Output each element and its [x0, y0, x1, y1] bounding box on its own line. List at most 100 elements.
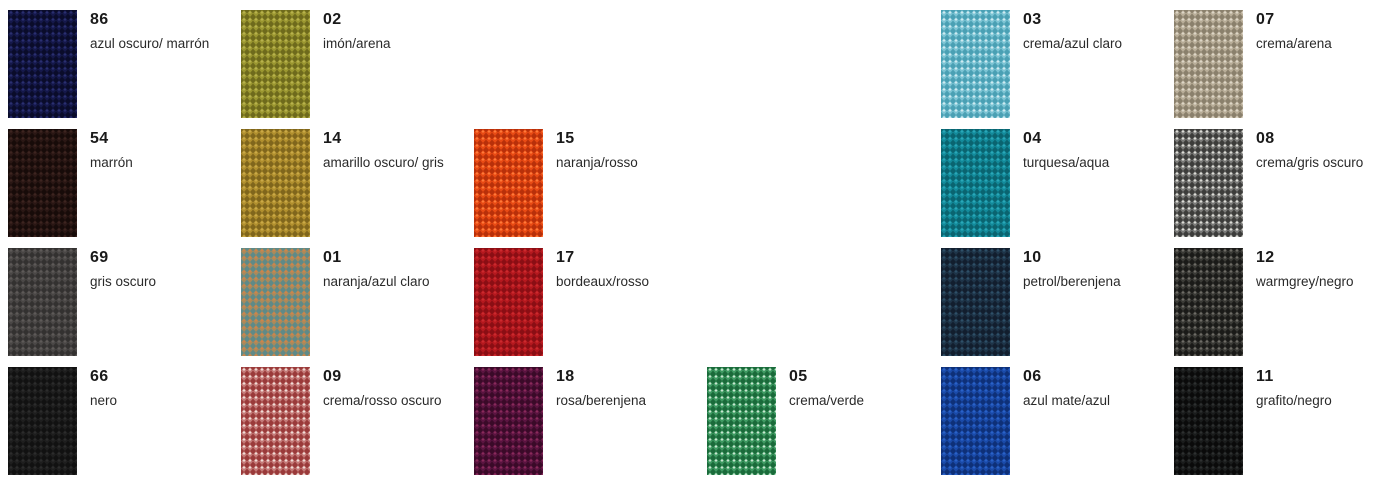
swatch-card-03[interactable]: 03 crema/azul claro: [941, 10, 1161, 120]
fabric-texture: [1174, 248, 1243, 356]
swatch-code: 17: [556, 249, 575, 266]
fabric-swatch-image[interactable]: [241, 10, 310, 118]
fabric-texture: [707, 367, 776, 475]
fabric-texture: [941, 367, 1010, 475]
fabric-texture: [8, 248, 77, 356]
swatch-card-15[interactable]: 15 naranja/rosso: [474, 129, 694, 239]
swatch-card-14[interactable]: 14 amarillo oscuro/ gris: [241, 129, 461, 239]
swatch-card-02[interactable]: 02 imón/arena: [241, 10, 461, 120]
swatch-code: 54: [90, 130, 109, 147]
fabric-texture: [241, 248, 310, 356]
swatch-color-name: gris oscuro: [90, 274, 157, 289]
fabric-texture: [8, 129, 77, 237]
fabric-swatch-image[interactable]: [474, 367, 543, 475]
swatch-color-name: rosa/berenjena: [556, 393, 647, 408]
fabric-swatch-image[interactable]: [8, 129, 77, 237]
swatch-code: 86: [90, 11, 109, 28]
swatch-card-17[interactable]: 17 bordeaux/rosso: [474, 248, 694, 358]
fabric-swatch-image[interactable]: [8, 248, 77, 356]
swatch-code: 11: [1256, 368, 1274, 385]
swatch-color-name: crema/arena: [1256, 36, 1332, 51]
swatch-code: 14: [323, 130, 342, 147]
swatch-code: 15: [556, 130, 575, 147]
swatch-color-name: crema/verde: [789, 393, 865, 408]
swatch-card-86[interactable]: 86 azul oscuro/ marrón: [8, 10, 228, 120]
swatch-card-08[interactable]: 08 crema/gris oscuro: [1174, 129, 1384, 239]
swatch-code: 02: [323, 11, 342, 28]
swatch-color-name: amarillo oscuro/ gris: [323, 155, 444, 170]
fabric-swatch-image[interactable]: [1174, 10, 1243, 118]
fabric-swatch-image[interactable]: [1174, 129, 1243, 237]
fabric-texture: [941, 10, 1010, 118]
fabric-texture: [941, 248, 1010, 356]
swatch-code: 01: [323, 249, 342, 266]
swatch-color-name: crema/gris oscuro: [1256, 155, 1364, 170]
swatch-color-name: warmgrey/negro: [1256, 274, 1354, 289]
swatch-color-name: marrón: [90, 155, 133, 170]
swatch-code: 08: [1256, 130, 1275, 147]
fabric-swatch-image[interactable]: [941, 367, 1010, 475]
swatch-card-54[interactable]: 54 marrón: [8, 129, 228, 239]
swatch-color-name: naranja/azul claro: [323, 274, 430, 289]
fabric-texture: [8, 367, 77, 475]
fabric-swatch-image[interactable]: [1174, 248, 1243, 356]
swatch-color-name: crema/rosso oscuro: [323, 393, 442, 408]
fabric-swatch-image[interactable]: [8, 367, 77, 475]
swatch-code: 09: [323, 368, 342, 385]
fabric-swatch-image[interactable]: [941, 10, 1010, 118]
swatch-code: 18: [556, 368, 575, 385]
swatch-card-01[interactable]: 01 naranja/azul claro: [241, 248, 461, 358]
fabric-texture: [474, 248, 543, 356]
fabric-texture: [241, 367, 310, 475]
fabric-texture: [941, 129, 1010, 237]
swatch-color-name: turquesa/aqua: [1023, 155, 1110, 170]
swatch-card-06[interactable]: 06 azul mate/azul: [941, 367, 1161, 477]
swatch-color-name: azul mate/azul: [1023, 393, 1111, 408]
swatch-card-09[interactable]: 09 crema/rosso oscuro: [241, 367, 461, 477]
swatch-card-04[interactable]: 04 turquesa/aqua: [941, 129, 1161, 239]
fabric-swatch-image[interactable]: [941, 248, 1010, 356]
swatch-card-10[interactable]: 10 petrol/berenjena: [941, 248, 1161, 358]
fabric-swatch-image[interactable]: [474, 129, 543, 237]
swatch-card-05[interactable]: 05 crema/verde: [707, 367, 927, 477]
swatch-code: 69: [90, 249, 109, 266]
fabric-swatch-image[interactable]: [8, 10, 77, 118]
swatch-code: 66: [90, 368, 109, 385]
swatch-card-66[interactable]: 66 nero: [8, 367, 228, 477]
fabric-texture: [1174, 10, 1243, 118]
fabric-texture: [241, 129, 310, 237]
fabric-texture: [241, 10, 310, 118]
swatch-code: 04: [1023, 130, 1042, 147]
swatch-code: 12: [1256, 249, 1275, 266]
fabric-swatch-image[interactable]: [941, 129, 1010, 237]
fabric-texture: [474, 129, 543, 237]
fabric-swatch-image[interactable]: [241, 129, 310, 237]
swatch-code: 10: [1023, 249, 1042, 266]
swatch-card-69[interactable]: 69 gris oscuro: [8, 248, 228, 358]
swatch-code: 07: [1256, 11, 1275, 28]
fabric-swatch-image[interactable]: [707, 367, 776, 475]
fabric-texture: [1174, 367, 1243, 475]
swatch-color-name: naranja/rosso: [556, 155, 638, 170]
swatch-color-name: petrol/berenjena: [1023, 274, 1121, 289]
fabric-texture: [474, 367, 543, 475]
swatch-code: 03: [1023, 11, 1042, 28]
swatch-color-name: crema/azul claro: [1023, 36, 1123, 51]
fabric-swatch-image[interactable]: [241, 248, 310, 356]
swatch-code: 06: [1023, 368, 1042, 385]
fabric-texture: [8, 10, 77, 118]
fabric-swatch-image[interactable]: [474, 248, 543, 356]
swatch-card-11[interactable]: 11 grafito/negro: [1174, 367, 1384, 477]
swatch-color-name: imón/arena: [323, 36, 391, 51]
swatch-card-07[interactable]: 07 crema/arena: [1174, 10, 1384, 120]
swatch-color-name: azul oscuro/ marrón: [90, 36, 210, 51]
swatch-color-name: nero: [90, 393, 118, 408]
swatch-color-name: grafito/negro: [1256, 393, 1332, 408]
fabric-swatch-image[interactable]: [1174, 367, 1243, 475]
swatch-card-18[interactable]: 18 rosa/berenjena: [474, 367, 694, 477]
fabric-swatch-image[interactable]: [241, 367, 310, 475]
swatch-color-name: bordeaux/rosso: [556, 274, 650, 289]
fabric-texture: [1174, 129, 1243, 237]
swatch-code: 05: [789, 368, 808, 385]
swatch-card-12[interactable]: 12 warmgrey/negro: [1174, 248, 1384, 358]
